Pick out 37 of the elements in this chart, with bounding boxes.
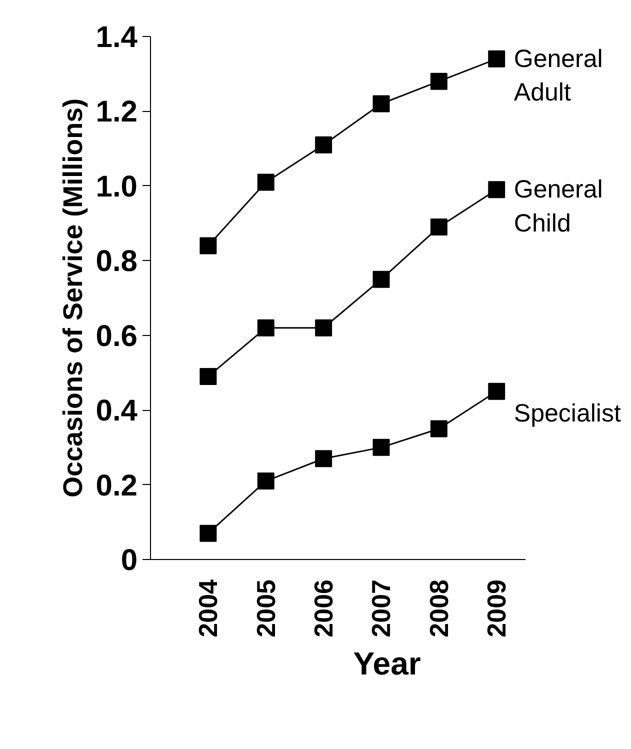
point (200, 524, 217, 542)
y-tick-label: 1.2 (96, 96, 138, 129)
point (257, 472, 274, 490)
y-tick-label: 0.6 (96, 320, 138, 353)
x-tick-label: 2008 (424, 579, 454, 638)
y-axis-title: Occasions of Service (Millions) (58, 98, 88, 498)
y-tick-label: 1.0 (96, 170, 138, 204)
y-tick-label: 0 (120, 544, 138, 577)
y-tick-label: 0.2 (96, 469, 138, 502)
point (488, 382, 506, 400)
y-tick-label: 1.4 (96, 21, 138, 54)
series-label: General Child (514, 176, 603, 238)
point (200, 368, 217, 385)
y-tick-label: 0.8 (96, 245, 138, 278)
x-tick-label: 2005 (250, 579, 281, 638)
point (488, 50, 506, 68)
x-tick-label: 2007 (366, 579, 396, 638)
point (315, 319, 332, 336)
x-axis-title: Year (353, 645, 421, 682)
point (315, 450, 332, 468)
point (372, 270, 390, 288)
point (372, 438, 390, 456)
point (257, 319, 274, 336)
x-tick-label: 2006 (308, 579, 339, 638)
point (488, 181, 506, 198)
series-label: Specialist (514, 399, 621, 428)
point (430, 420, 448, 438)
point (200, 237, 217, 254)
series-label: General Adult (514, 44, 603, 107)
y-tick-label: 0.4 (96, 394, 138, 428)
point (430, 218, 448, 236)
x-tick-label: 2004 (193, 578, 224, 638)
point (430, 72, 448, 90)
point (372, 95, 390, 112)
point (257, 174, 274, 191)
x-tick-label: 2009 (482, 579, 512, 638)
point (315, 136, 332, 154)
